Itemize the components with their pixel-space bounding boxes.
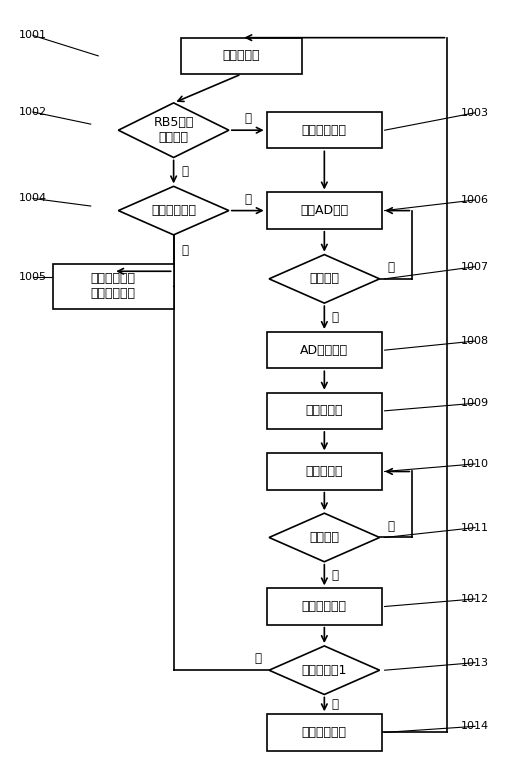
Text: 1011: 1011	[461, 523, 489, 533]
Text: 关断恒流源: 关断恒流源	[306, 404, 343, 417]
Text: 中断状态置零: 中断状态置零	[302, 726, 347, 739]
Bar	[267, 714, 382, 750]
Text: 是: 是	[332, 698, 339, 711]
Text: 否: 否	[181, 244, 188, 257]
Text: 1001: 1001	[19, 31, 47, 40]
Bar	[267, 112, 382, 148]
Polygon shape	[269, 646, 379, 694]
Text: 1009: 1009	[461, 398, 489, 408]
Text: AD数据读取: AD数据读取	[300, 344, 348, 357]
Text: 1003: 1003	[461, 108, 489, 118]
Text: 校准结束: 校准结束	[309, 531, 339, 544]
Text: 是: 是	[244, 112, 251, 125]
Text: 中央处理单元
保持休眠状态: 中央处理单元 保持休眠状态	[91, 273, 136, 300]
Text: 显示实时压力: 显示实时压力	[302, 600, 347, 613]
Text: 1014: 1014	[461, 721, 489, 731]
Text: 启动AD采样: 启动AD采样	[300, 204, 348, 217]
Bar	[267, 193, 382, 228]
Bar	[181, 37, 302, 74]
Text: 1010: 1010	[461, 459, 489, 469]
Text: 1005: 1005	[19, 272, 47, 283]
Text: 1002: 1002	[19, 107, 47, 117]
Text: 中断标志为1: 中断标志为1	[302, 664, 347, 677]
Text: 采样结束: 采样结束	[309, 272, 339, 285]
Text: 1006: 1006	[461, 195, 489, 205]
Polygon shape	[118, 103, 229, 157]
Text: 启动扫描按键: 启动扫描按键	[302, 124, 347, 137]
Bar	[267, 332, 382, 368]
Text: 1004: 1004	[19, 193, 47, 203]
Polygon shape	[118, 186, 229, 235]
Text: 模拟量校准: 模拟量校准	[306, 465, 343, 478]
Text: 否: 否	[181, 166, 188, 179]
Polygon shape	[269, 513, 379, 562]
Text: 1007: 1007	[461, 262, 489, 272]
Text: 否: 否	[255, 652, 262, 665]
Polygon shape	[269, 254, 379, 303]
Text: RB5端口
电平变化: RB5端口 电平变化	[153, 116, 194, 144]
Text: 1012: 1012	[461, 594, 489, 604]
Text: 否: 否	[387, 520, 394, 533]
Text: 是: 是	[332, 568, 339, 581]
Text: 1008: 1008	[461, 336, 489, 346]
Text: 否: 否	[387, 261, 394, 274]
Bar	[267, 453, 382, 490]
Bar	[267, 393, 382, 429]
Text: 休眠时间结束: 休眠时间结束	[151, 204, 196, 217]
Text: 系统初始化: 系统初始化	[223, 50, 260, 63]
Bar	[267, 588, 382, 625]
Text: 是: 是	[332, 311, 339, 324]
Bar	[53, 264, 174, 309]
Text: 1013: 1013	[461, 658, 489, 668]
Text: 是: 是	[244, 193, 251, 206]
